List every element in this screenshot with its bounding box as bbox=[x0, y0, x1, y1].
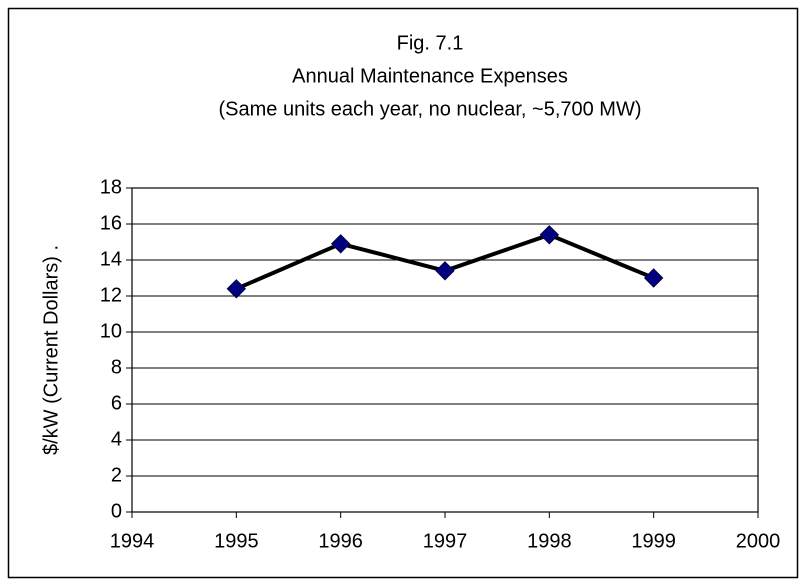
y-tick-label: 8 bbox=[111, 356, 122, 378]
y-tick-label: 16 bbox=[100, 212, 122, 234]
y-axis-label: $/kW (Current Dollars) . bbox=[40, 245, 62, 455]
x-tick-label: 1999 bbox=[631, 530, 676, 552]
data-point bbox=[643, 268, 664, 288]
x-tick-label: 1997 bbox=[423, 530, 468, 552]
y-tick-label: 14 bbox=[100, 248, 122, 270]
chart-subtitle: (Same units each year, no nuclear, ~5,70… bbox=[219, 98, 642, 120]
y-tick-label: 4 bbox=[111, 428, 122, 450]
chart-title: Fig. 7.1 bbox=[397, 32, 464, 54]
chart-frame bbox=[7, 7, 799, 579]
plot-area bbox=[131, 187, 759, 513]
y-tick-label: 10 bbox=[100, 320, 122, 342]
y-tick-label: 0 bbox=[111, 500, 122, 522]
x-tick-label: 1995 bbox=[214, 530, 259, 552]
data-point bbox=[226, 279, 247, 299]
data-point bbox=[435, 261, 455, 281]
x-tick-label: 1998 bbox=[527, 530, 572, 552]
x-tick-label: 2000 bbox=[736, 530, 781, 552]
y-tick-label: 18 bbox=[100, 176, 122, 198]
x-tick-label: 1994 bbox=[110, 530, 155, 552]
chart-title: Annual Maintenance Expenses bbox=[292, 65, 568, 87]
y-tick-label: 12 bbox=[100, 284, 122, 306]
data-point bbox=[330, 234, 351, 254]
y-tick-label: 6 bbox=[111, 392, 122, 414]
y-tick-label: 2 bbox=[111, 464, 122, 486]
data-point bbox=[539, 225, 560, 245]
x-tick-label: 1996 bbox=[318, 530, 363, 552]
